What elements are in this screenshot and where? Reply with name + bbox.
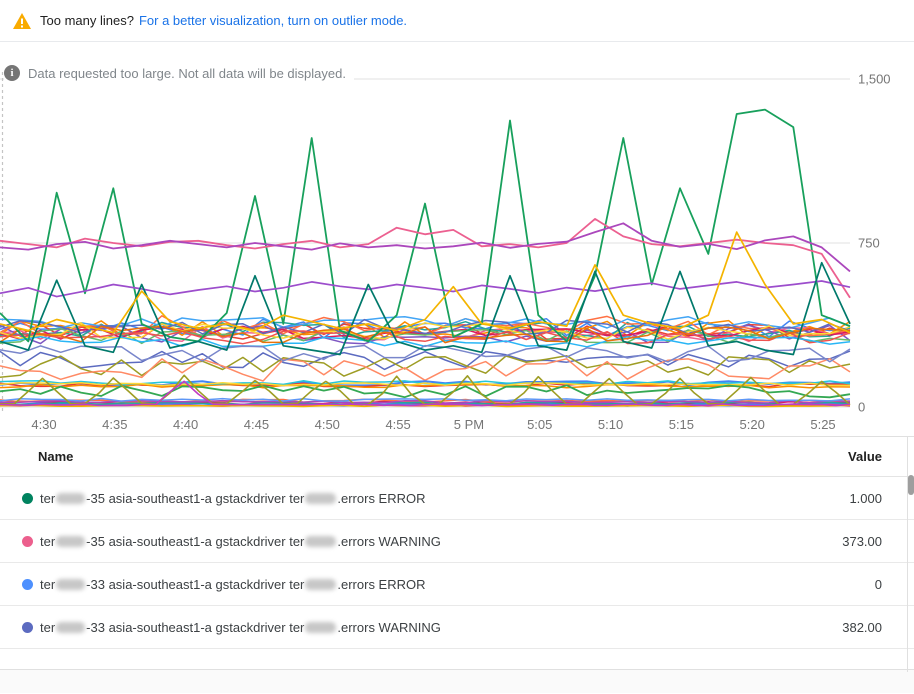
table-row[interactable]: ter -35 asia-southeast1-a gstackdriver te… <box>0 477 914 520</box>
chart-series-line <box>0 382 850 387</box>
chart-series-line <box>0 322 851 340</box>
series-name: ter -33 asia-southeast1-a gstackdriver te… <box>40 619 441 635</box>
x-tick-label: 4:45 <box>243 417 270 432</box>
x-tick-label: 5:05 <box>527 417 553 432</box>
redacted-text <box>56 535 86 547</box>
series-value: 0 <box>874 576 882 592</box>
too-many-lines-banner: Too many lines? For a better visualizati… <box>0 0 914 42</box>
table-body: ter -35 asia-southeast1-a gstackdriver te… <box>0 477 914 649</box>
series-name: ter -33 asia-southeast1-a gstackdriver te… <box>40 576 426 592</box>
page-background-strip <box>0 670 914 693</box>
table-row[interactable]: ter -33 asia-southeast1-a gstackdriver te… <box>0 606 914 649</box>
chart-series-line <box>0 399 851 404</box>
x-tick-label: 4:40 <box>172 417 199 432</box>
chart-area: i Data requested too large. Not all data… <box>0 42 914 436</box>
scrollbar-track[interactable] <box>907 437 908 672</box>
x-tick-label: 5:15 <box>668 417 695 432</box>
chart-series-line <box>0 355 851 379</box>
chart-series-line <box>0 280 851 298</box>
redacted-text <box>305 578 337 590</box>
chart-series-line <box>0 327 851 345</box>
outlier-mode-link[interactable]: For a better visualization, turn on outl… <box>138 13 408 28</box>
series-value: 382.00 <box>842 619 882 635</box>
y-tick-label: 1,500 <box>858 71 891 87</box>
series-value: 373.00 <box>842 533 882 549</box>
chart-series-line <box>0 222 851 273</box>
series-color-dot <box>22 535 33 547</box>
x-tick-label: 5:10 <box>597 417 624 432</box>
table-row[interactable]: ter -35 asia-southeast1-a gstackdriver te… <box>0 520 914 563</box>
table-header-row: Name Value <box>0 437 914 477</box>
x-tick-label: 5 PM <box>453 417 485 432</box>
chart-series-line <box>0 108 851 343</box>
x-tick-label: 4:30 <box>31 417 57 432</box>
banner-text: Too many lines? <box>40 13 134 28</box>
chart-series-line <box>0 350 851 371</box>
chart-series-line <box>0 384 851 399</box>
chart-series-line <box>0 325 851 344</box>
warning-icon <box>13 12 31 29</box>
table-row-partial <box>0 649 914 670</box>
series-table: Name Value ter -35 asia-southeast1-a gsta… <box>0 436 914 693</box>
column-header-value: Value <box>848 449 882 464</box>
redacted-text <box>56 578 86 590</box>
y-tick-label: 0 <box>858 399 866 415</box>
info-icon: i <box>4 65 20 81</box>
column-header-name: Name <box>38 449 74 464</box>
chart-series-line <box>0 231 851 334</box>
chart-series-line <box>0 383 851 389</box>
y-tick-label: 750 <box>858 235 880 251</box>
series-color-dot <box>22 621 33 633</box>
redacted-text <box>305 535 337 547</box>
redacted-text <box>305 621 337 633</box>
chart-series-line <box>0 330 851 345</box>
info-text: Data requested too large. Not all data w… <box>28 65 346 81</box>
x-tick-label: 5:25 <box>810 417 836 432</box>
x-tick-label: 4:35 <box>102 417 128 432</box>
x-tick-label: 4:50 <box>314 417 340 432</box>
redacted-text <box>56 621 86 633</box>
table-row[interactable]: ter -33 asia-southeast1-a gstackdriver te… <box>0 563 914 606</box>
chart-series-line <box>0 397 851 402</box>
chart-series-line <box>0 344 851 363</box>
chart-series-line <box>0 320 851 340</box>
chart-series-line <box>0 380 851 407</box>
series-color-dot <box>22 492 33 504</box>
series-value: 1.000 <box>849 490 882 506</box>
data-too-large-message: i Data requested too large. Not all data… <box>4 65 354 81</box>
redacted-text <box>305 492 337 504</box>
series-color-dot <box>22 578 33 590</box>
scrollbar-thumb[interactable] <box>908 475 914 495</box>
redacted-text <box>56 492 86 504</box>
x-tick-label: 4:55 <box>385 417 411 432</box>
series-name: ter -35 asia-southeast1-a gstackdriver te… <box>40 533 441 549</box>
series-name: ter -35 asia-southeast1-a gstackdriver te… <box>40 490 426 506</box>
chart-series-line <box>0 261 851 356</box>
line-chart[interactable] <box>0 56 914 416</box>
x-tick-label: 5:20 <box>739 417 765 432</box>
